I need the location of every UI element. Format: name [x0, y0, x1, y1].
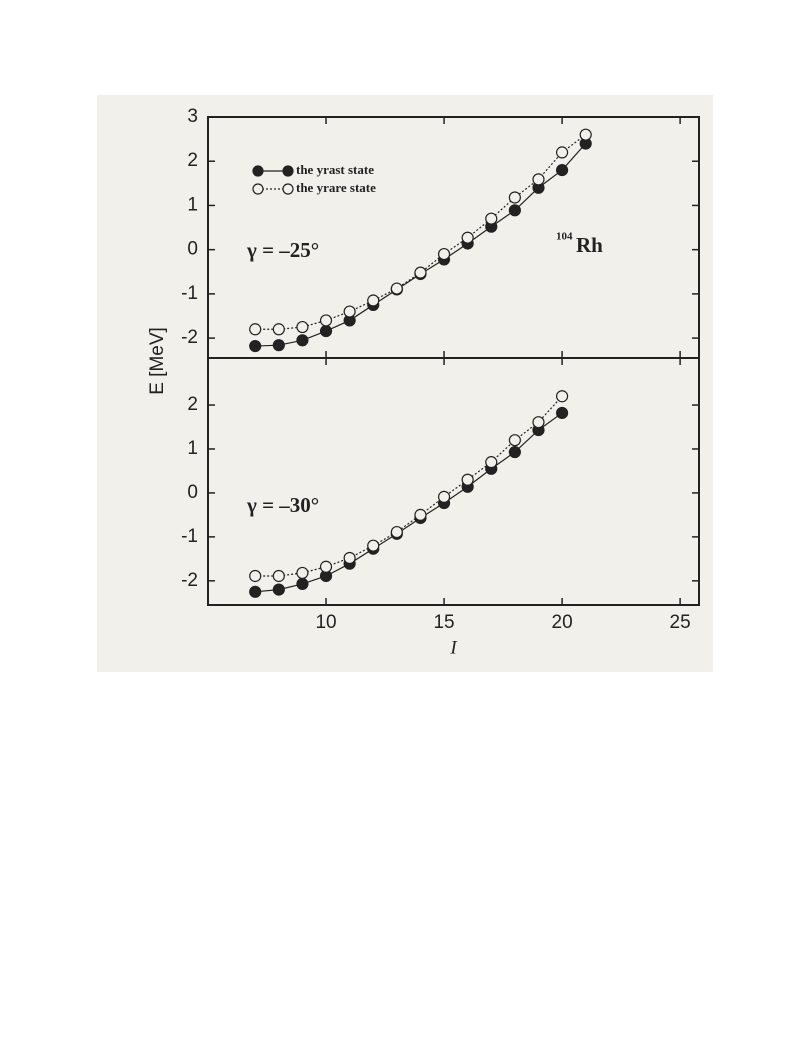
data-point: [461, 231, 474, 244]
series-line: [255, 395, 563, 577]
nucleus-symbol: Rh: [576, 233, 603, 257]
data-point: [508, 204, 521, 217]
data-point: [579, 128, 592, 141]
data-point: [414, 266, 427, 279]
data-point: [485, 212, 498, 225]
y-tick-label: 3: [187, 106, 198, 127]
data-point: [555, 406, 569, 420]
x-axis-label: I: [449, 637, 458, 658]
y-tick-label: 2: [187, 394, 198, 415]
data-point: [437, 247, 451, 261]
y-tick-label: 1: [187, 438, 198, 459]
annotation: γ = –30°: [246, 493, 319, 517]
legend-marker: [252, 183, 264, 195]
y-tick-label: -2: [181, 570, 198, 591]
data-point: [390, 525, 403, 539]
y-tick-label: -2: [181, 327, 198, 348]
y-axis-label: E [MeV]: [147, 327, 168, 395]
legend-label: the yrare state: [296, 180, 376, 195]
data-point: [555, 390, 569, 403]
nucleus-mass: 104: [556, 231, 573, 243]
data-point: [296, 566, 309, 580]
x-tick-label: 20: [552, 612, 573, 633]
y-tick-label: 0: [187, 239, 198, 260]
scan-background: [97, 95, 713, 672]
data-point: [249, 585, 262, 598]
data-point: [272, 583, 285, 596]
data-point: [343, 305, 356, 318]
data-point: [319, 560, 333, 573]
y-tick-label: -1: [181, 283, 198, 304]
data-point: [555, 163, 569, 177]
data-point: [249, 339, 262, 353]
data-point: [296, 320, 309, 334]
data-point: [508, 434, 521, 447]
data-point: [343, 551, 356, 565]
y-tick-label: 0: [187, 482, 198, 503]
data-point: [485, 456, 498, 469]
data-point: [272, 569, 285, 583]
data-point: [319, 324, 333, 338]
y-tick-label: -1: [181, 526, 198, 547]
data-point: [319, 314, 333, 327]
y-tick-label: 1: [187, 194, 198, 215]
data-point: [508, 445, 521, 459]
legend-marker: [282, 165, 294, 177]
data-point: [272, 323, 285, 336]
data-point: [272, 339, 285, 352]
data-point: [508, 191, 521, 204]
plot-frame: [207, 357, 700, 606]
data-point: [532, 173, 545, 186]
data-point: [367, 539, 380, 552]
legend-marker: [252, 165, 264, 177]
annotation: γ = –25°: [246, 238, 319, 262]
data-point: [296, 577, 309, 591]
data-point: [249, 323, 262, 336]
data-point: [249, 569, 262, 583]
x-tick-label: 15: [433, 612, 454, 633]
data-point: [390, 282, 403, 295]
data-point: [461, 473, 474, 486]
x-tick-label: 25: [670, 612, 691, 633]
data-point: [532, 416, 545, 429]
data-point: [437, 490, 451, 503]
data-point: [555, 146, 569, 159]
y-tick-label: 2: [187, 150, 198, 171]
x-tick-label: 10: [315, 612, 336, 633]
legend-label: the yrast state: [296, 162, 374, 177]
data-point: [414, 508, 427, 522]
legend-marker: [282, 183, 294, 195]
data-point: [296, 334, 309, 347]
data-point: [367, 294, 380, 307]
